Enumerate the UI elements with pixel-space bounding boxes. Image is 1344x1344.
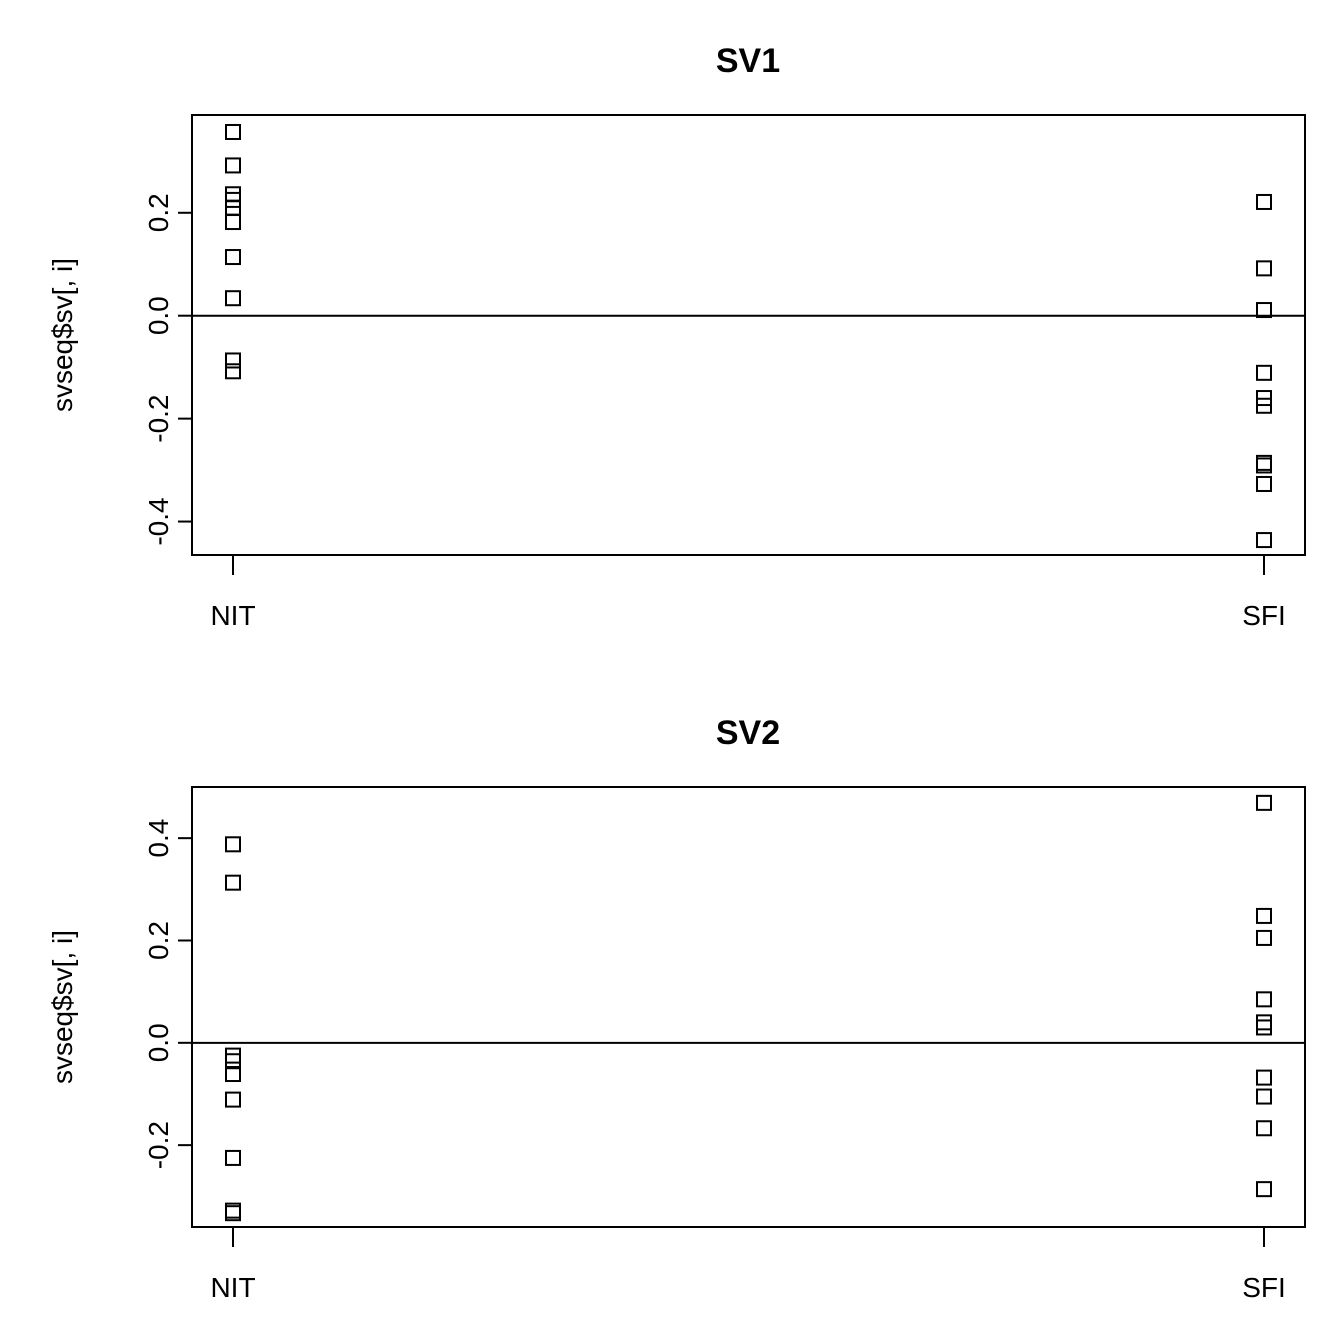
data-point-nit	[225, 186, 241, 203]
data-point-nit	[225, 214, 241, 231]
y-tick-label: 0.0	[143, 1023, 174, 1062]
data-point-nit	[225, 1205, 241, 1222]
data-point-sfi	[1256, 1014, 1272, 1031]
data-point-sfi	[1256, 302, 1272, 319]
data-points	[192, 123, 1305, 549]
data-point-sfi	[1256, 364, 1272, 381]
data-point-sfi	[1256, 397, 1272, 414]
data-point-nit	[225, 1091, 241, 1108]
data-point-nit	[225, 1047, 241, 1064]
panel-sv2: SV2 svseq$sv[, i] -0.2 0.0 0.2 0.4 NIT SFI	[47, 714, 1306, 1303]
x-tick-label: NIT	[210, 1272, 255, 1303]
data-point-nit	[225, 1053, 241, 1070]
data-point-sfi	[1256, 193, 1272, 210]
data-point-sfi	[1256, 1019, 1272, 1036]
y-tick-label: -0.2	[143, 1121, 174, 1169]
data-point-sfi	[1256, 907, 1272, 924]
y-axis-label-group: svseq$sv[, i]	[47, 258, 78, 412]
plot-frame	[191, 114, 1306, 556]
panel-title: SV2	[716, 714, 780, 752]
plot-frame	[191, 786, 1306, 1228]
y-tick-label: 0.4	[143, 819, 174, 858]
x-axis: NIT SFI	[210, 1227, 1286, 1303]
data-point-nit	[225, 1149, 241, 1166]
x-tick-label: SFI	[1242, 1272, 1286, 1303]
panel-title: SV1	[716, 42, 780, 80]
y-tick-label: -0.2	[143, 395, 174, 443]
data-point-sfi	[1256, 929, 1272, 946]
y-tick-label: -0.4	[143, 497, 174, 545]
data-point-nit	[225, 836, 241, 853]
data-point-sfi	[1256, 532, 1272, 549]
panel-sv1: SV1 svseq$sv[, i] -0.4 -0.2 0.0 0.2 NIT SFI	[47, 42, 1306, 631]
x-axis: NIT SFI	[210, 555, 1286, 631]
data-point-sfi	[1256, 1181, 1272, 1198]
data-point-sfi	[1256, 475, 1272, 492]
y-axis: -0.2 0.0 0.2 0.4	[143, 819, 193, 1169]
y-axis-label: svseq$sv[, i]	[47, 258, 78, 412]
data-point-nit	[225, 352, 241, 369]
data-point-nit	[225, 874, 241, 891]
data-point-sfi	[1256, 1120, 1272, 1137]
data-points	[192, 794, 1305, 1222]
data-point-sfi	[1256, 1069, 1272, 1086]
y-tick-label: 0.0	[143, 296, 174, 335]
data-point-nit	[225, 1066, 241, 1083]
data-point-nit	[225, 363, 241, 380]
data-point-sfi	[1256, 260, 1272, 277]
y-axis-label-group: svseq$sv[, i]	[47, 930, 78, 1084]
data-point-sfi	[1256, 991, 1272, 1008]
x-tick-label: NIT	[210, 600, 255, 631]
y-axis: -0.4 -0.2 0.0 0.2	[143, 193, 193, 546]
y-tick-label: 0.2	[143, 193, 174, 232]
data-point-nit	[225, 249, 241, 266]
data-point-nit	[225, 290, 241, 307]
data-point-sfi	[1256, 794, 1272, 811]
data-point-sfi	[1256, 457, 1272, 474]
y-tick-label: 0.2	[143, 921, 174, 960]
data-point-nit	[225, 157, 241, 174]
y-axis-label: svseq$sv[, i]	[47, 930, 78, 1084]
data-point-nit	[225, 123, 241, 140]
x-tick-label: SFI	[1242, 600, 1286, 631]
data-point-sfi	[1256, 1088, 1272, 1105]
